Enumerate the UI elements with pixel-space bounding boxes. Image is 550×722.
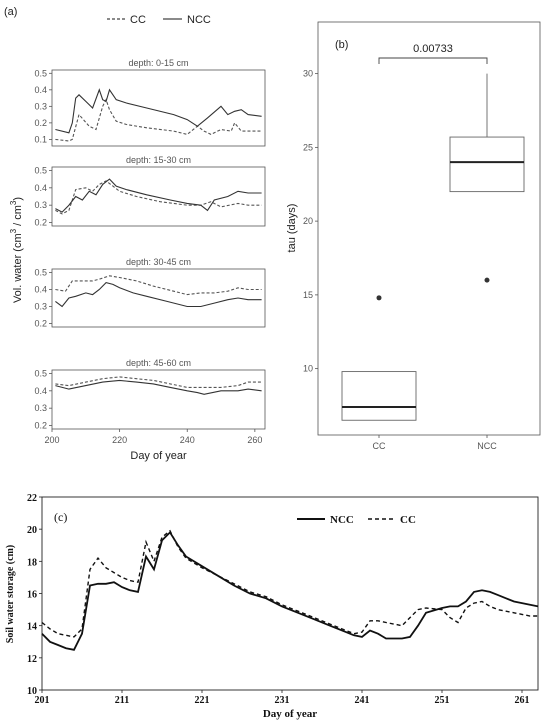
series-line-cc xyxy=(55,98,262,142)
y-axis-title-a: Vol. water (cm3 / cm3) xyxy=(9,197,24,303)
y-label-part: Vol. water (cm xyxy=(12,233,24,303)
x-axis-title-c: Day of year xyxy=(263,708,317,720)
series-line-ncc xyxy=(55,88,262,134)
y-label-sup: 3 xyxy=(9,200,18,205)
x-tick-label: 261 xyxy=(515,695,530,706)
x-tick-label: 231 xyxy=(275,695,290,706)
outlier-point xyxy=(376,295,382,301)
y-label-part: / cm xyxy=(12,205,24,229)
y-tick-label: 0.4 xyxy=(34,386,47,396)
y-tick-label: 0.3 xyxy=(34,302,47,312)
boxplot-ncc: NCC xyxy=(449,73,525,451)
y-tick-label: 0.5 xyxy=(34,368,47,378)
depth-panel-frame xyxy=(51,369,266,430)
y-tick-label: 0.4 xyxy=(34,284,47,294)
y-tick-label: 0.2 xyxy=(34,118,47,128)
panel-c: (c) 10 12 14 16 18 20 22 201 211 221 231 241 251 261 Da… xyxy=(5,493,539,720)
y-tick-label: 18 xyxy=(27,557,37,568)
x-tick-label: NCC xyxy=(477,441,497,451)
legend-label-ncc: NCC xyxy=(187,14,211,26)
box-iqr xyxy=(449,136,525,193)
y-tick-label: 15 xyxy=(303,290,313,300)
y-tick-label: 16 xyxy=(27,590,37,601)
x-tick-label: 200 xyxy=(44,435,59,445)
significance-bracket xyxy=(378,57,488,64)
series-line-ncc xyxy=(55,281,262,308)
y-tick-label: 22 xyxy=(27,493,37,504)
series-line-cc xyxy=(41,529,538,638)
y-tick-label: 0.5 xyxy=(34,165,47,175)
y-tick-label: 0.2 xyxy=(34,319,47,329)
depth-panel-frame xyxy=(51,69,266,147)
y-tick-label: 0.3 xyxy=(34,101,47,111)
x-axis-title-a: Day of year xyxy=(130,450,187,462)
depth-panel-title: depth: 45-60 cm xyxy=(126,358,191,368)
depth-panel-title: depth: 0-15 cm xyxy=(128,58,188,68)
x-tick-label: 220 xyxy=(112,435,127,445)
y-label-part: ) xyxy=(12,197,24,201)
panel-b-label: (b) xyxy=(335,39,348,51)
y-tick-label: 0.3 xyxy=(34,403,47,413)
panel-b-frame xyxy=(317,21,541,436)
y-tick-label: 0.4 xyxy=(34,85,47,95)
series-line-ncc xyxy=(41,530,539,651)
series-line-ncc xyxy=(55,379,262,395)
y-tick-label: 0.5 xyxy=(34,267,47,277)
depth-panel-3: depth: 30-45 cm 0.2 0.3 0.4 0.5 xyxy=(34,257,266,329)
y-tick-label: 0.3 xyxy=(34,200,47,210)
depth-panel-title: depth: 15-30 cm xyxy=(126,155,191,165)
panel-c-frame xyxy=(41,496,539,691)
series-line-cc xyxy=(55,180,262,215)
y-tick-label: 10 xyxy=(27,686,37,697)
y-label-sup: 3 xyxy=(9,228,18,233)
y-tick-label: 0.1 xyxy=(34,134,47,144)
x-tick-label: 201 xyxy=(35,695,50,706)
y-tick-label: 20 xyxy=(303,216,313,226)
y-tick-label: 0.2 xyxy=(34,421,47,431)
depth-panel-title: depth: 30-45 cm xyxy=(126,257,191,267)
x-tick-label: 251 xyxy=(435,695,450,706)
series-line-cc xyxy=(55,376,262,388)
outlier-point xyxy=(484,277,490,283)
legend-label-ncc: NCC xyxy=(330,514,354,526)
depth-panel-1: depth: 0-15 cm 0.1 0.2 0.3 0.4 0.5 xyxy=(34,58,266,147)
x-tick-label: 221 xyxy=(195,695,210,706)
depth-panel-frame xyxy=(51,268,266,328)
depth-panel-frame xyxy=(51,166,266,227)
depth-panel-2: depth: 15-30 cm 0.2 0.3 0.4 0.5 xyxy=(34,155,266,228)
panel-a-label: (a) xyxy=(4,6,17,18)
y-tick-label: 25 xyxy=(303,142,313,152)
x-tick-label: CC xyxy=(373,441,386,451)
y-tick-label: 10 xyxy=(303,364,313,374)
y-tick-label: 30 xyxy=(303,69,313,79)
y-tick-label: 0.4 xyxy=(34,183,47,193)
y-axis-title-c: Soil water storage (cm) xyxy=(5,545,16,643)
series-line-cc xyxy=(55,275,262,296)
series-line-ncc xyxy=(55,178,262,213)
y-tick-label: 20 xyxy=(27,525,37,536)
legend-label-cc: CC xyxy=(400,514,416,526)
p-value-label: 0.00733 xyxy=(413,43,453,55)
x-tick-label: 241 xyxy=(355,695,370,706)
x-tick-label: 260 xyxy=(247,435,262,445)
y-tick-label: 12 xyxy=(27,654,37,665)
depth-panel-4: depth: 45-60 cm 0.2 0.3 0.4 0.5 xyxy=(34,358,266,431)
y-tick-label: 14 xyxy=(27,622,37,633)
boxplot-cc: CC xyxy=(341,295,417,451)
x-tick-label: 240 xyxy=(180,435,195,445)
y-axis-title-b: tau (days) xyxy=(286,204,298,253)
y-tick-label: 0.5 xyxy=(34,68,47,78)
legend-label-cc: CC xyxy=(130,14,146,26)
x-tick-label: 211 xyxy=(115,695,129,706)
y-tick-label: 0.2 xyxy=(34,218,47,228)
panel-c-label: (c) xyxy=(54,510,67,524)
box-iqr xyxy=(341,371,417,421)
